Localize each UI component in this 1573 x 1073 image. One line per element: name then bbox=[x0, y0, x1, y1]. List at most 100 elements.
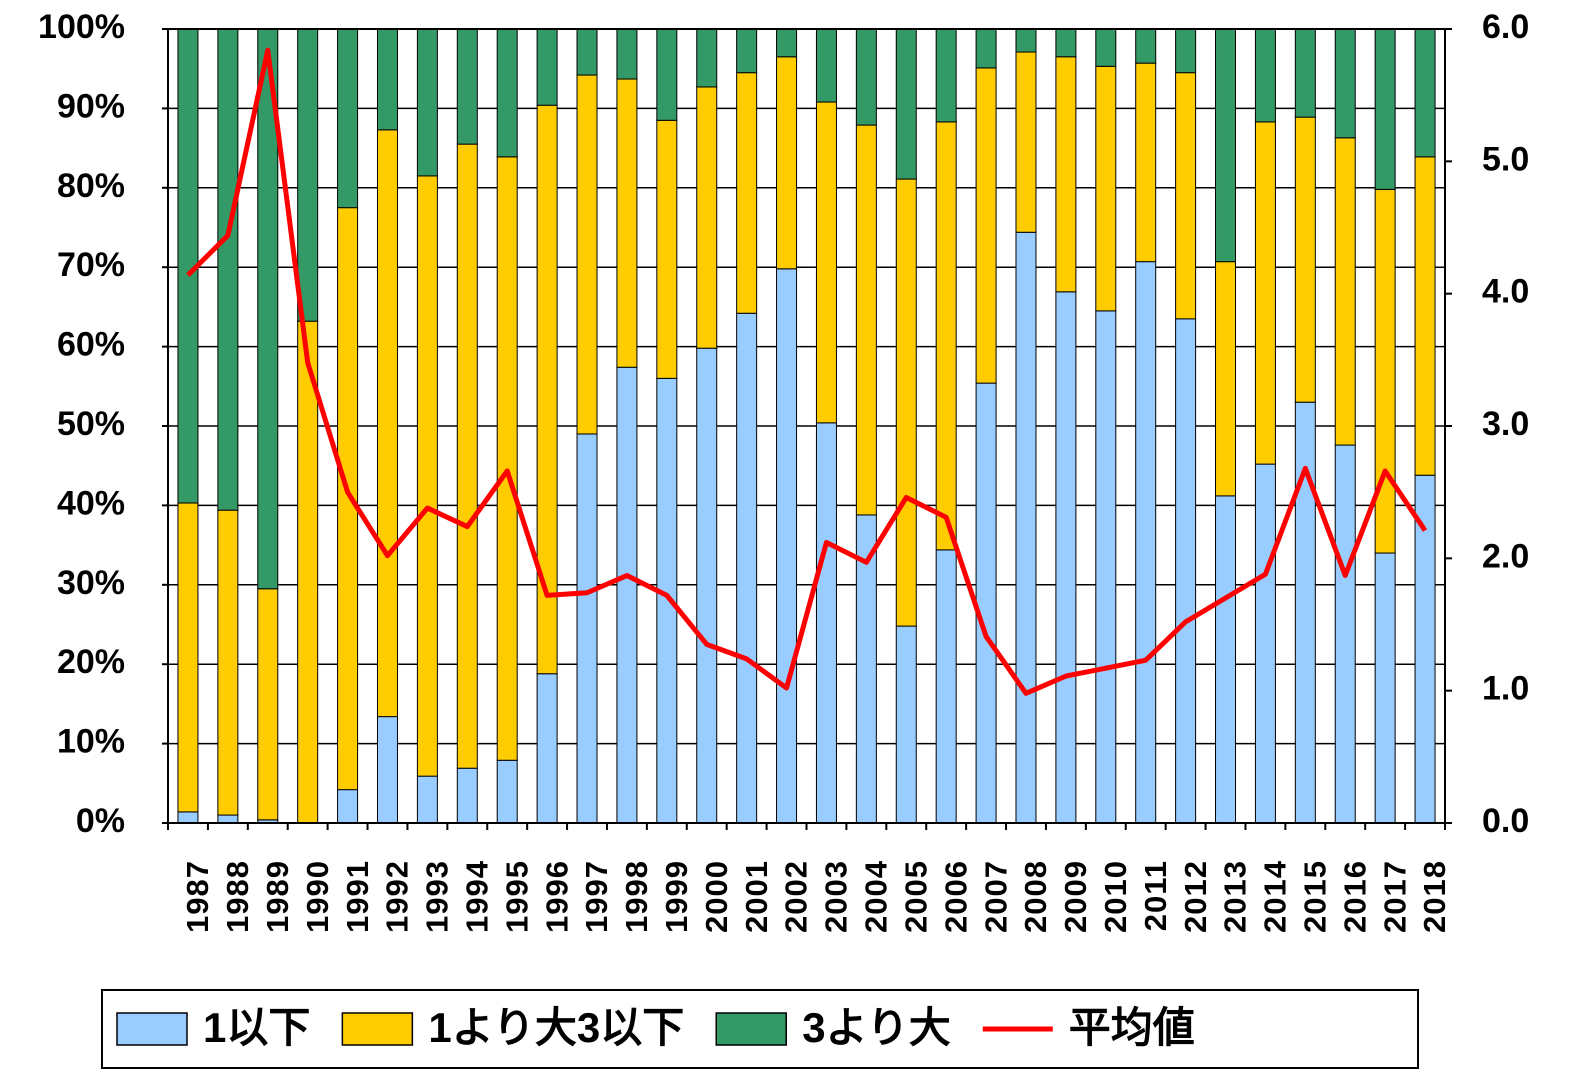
y-tick-label: 70% bbox=[57, 246, 125, 284]
legend-label: 3より大 bbox=[802, 1004, 951, 1051]
x-tick-label: 2013 bbox=[1218, 860, 1253, 933]
bar-segment bbox=[895, 625, 917, 824]
bar-segment bbox=[1254, 28, 1276, 123]
bar-segment bbox=[536, 28, 558, 106]
bar-segment bbox=[1215, 261, 1237, 497]
bar-segment bbox=[975, 67, 997, 384]
x-tick-label: 2007 bbox=[978, 860, 1013, 933]
bar-segment bbox=[696, 347, 718, 824]
bar-segment bbox=[1015, 28, 1037, 53]
bar-segment bbox=[776, 56, 798, 270]
bar-segment bbox=[456, 767, 478, 824]
bar-segment bbox=[616, 366, 638, 824]
bar-segment bbox=[1055, 291, 1077, 824]
x-tick-label: 1990 bbox=[300, 860, 335, 933]
bar-segment bbox=[456, 143, 478, 769]
bar-segment bbox=[1294, 116, 1316, 403]
plot-border bbox=[167, 28, 1446, 824]
y-tick-label: 30% bbox=[57, 564, 125, 602]
x-tick-label: 2017 bbox=[1377, 860, 1412, 933]
x-tick-label: 1987 bbox=[180, 860, 215, 933]
x-tick-label: 1998 bbox=[619, 860, 654, 933]
y2-tick-label: 6.0 bbox=[1482, 8, 1529, 46]
y-tick-label: 100% bbox=[38, 8, 125, 46]
bar-segment bbox=[736, 312, 758, 824]
bar-segment bbox=[736, 28, 758, 74]
x-tick-label: 1988 bbox=[220, 860, 255, 933]
x-tick-label: 2010 bbox=[1098, 860, 1133, 933]
bar-segment bbox=[1294, 28, 1316, 118]
bar-segment bbox=[1055, 56, 1077, 293]
x-tick-label: 2014 bbox=[1258, 860, 1293, 933]
bar-segment bbox=[935, 121, 957, 551]
bar-segment bbox=[337, 28, 359, 209]
bar-segment bbox=[975, 382, 997, 824]
bar-segment bbox=[1254, 463, 1276, 824]
bar-segment bbox=[1294, 401, 1316, 824]
bar-segment bbox=[496, 28, 518, 158]
bar-segment bbox=[776, 28, 798, 58]
bar-segment bbox=[297, 28, 319, 322]
x-tick-label: 1996 bbox=[539, 860, 574, 933]
bar-segment bbox=[1095, 310, 1117, 824]
bar-segment bbox=[1095, 65, 1117, 312]
bar-segment bbox=[1175, 318, 1197, 824]
bar-segment bbox=[376, 129, 398, 718]
bar-segment bbox=[776, 268, 798, 824]
x-tick-label: 1995 bbox=[499, 860, 534, 933]
y2-tick-label: 3.0 bbox=[1482, 405, 1529, 443]
bar-segment bbox=[656, 28, 678, 121]
x-tick-label: 2000 bbox=[699, 860, 734, 933]
bar-segment bbox=[177, 502, 199, 813]
bar-segment bbox=[815, 28, 837, 103]
bar-segment bbox=[656, 119, 678, 379]
x-tick-label: 2018 bbox=[1417, 860, 1452, 933]
bar-segment bbox=[855, 124, 877, 516]
bar-segment bbox=[1334, 28, 1356, 139]
x-tick-label: 1991 bbox=[340, 860, 375, 933]
x-tick-label: 2008 bbox=[1018, 860, 1053, 933]
x-tick-label: 1992 bbox=[380, 860, 415, 933]
y-tick-label: 80% bbox=[57, 167, 125, 205]
bar-segment bbox=[895, 178, 917, 627]
legend-label: 平均値 bbox=[1069, 1004, 1195, 1051]
bar-segment bbox=[1215, 495, 1237, 824]
bar-segment bbox=[576, 74, 598, 435]
bar-segment bbox=[1215, 28, 1237, 263]
bar-segment bbox=[297, 320, 319, 824]
bar-segment bbox=[1334, 444, 1356, 824]
bar-segment bbox=[1135, 261, 1157, 824]
bar-segment bbox=[696, 28, 718, 88]
bar-segment bbox=[895, 28, 917, 180]
bar-segment bbox=[576, 28, 598, 76]
legend-swatch bbox=[341, 1012, 414, 1046]
bar-segment bbox=[1015, 51, 1037, 233]
bar-segment bbox=[376, 716, 398, 824]
bar-segment bbox=[815, 422, 837, 824]
y2-tick-label: 0.0 bbox=[1482, 802, 1529, 840]
bar-segment bbox=[696, 86, 718, 349]
bar-segment bbox=[935, 549, 957, 824]
bar-segment bbox=[1015, 231, 1037, 824]
x-tick-label: 1994 bbox=[459, 860, 494, 933]
y-tick-label: 0% bbox=[76, 802, 125, 840]
bar-segment bbox=[416, 175, 438, 777]
bar-segment bbox=[376, 28, 398, 131]
bar-segment bbox=[736, 72, 758, 314]
x-tick-label: 2004 bbox=[859, 860, 894, 933]
line-series bbox=[186, 47, 1428, 696]
bar-segment bbox=[1414, 156, 1436, 476]
bar-segment bbox=[1374, 188, 1396, 554]
x-tick-label: 1997 bbox=[579, 860, 614, 933]
x-tick-label: 1993 bbox=[420, 860, 455, 933]
x-tick-label: 2003 bbox=[819, 860, 854, 933]
bar-segment bbox=[855, 28, 877, 126]
legend-label: 1より大3以下 bbox=[428, 1004, 684, 1051]
y2-tick-label: 1.0 bbox=[1482, 670, 1529, 708]
bar-segment bbox=[217, 28, 239, 511]
bar-segment bbox=[1055, 28, 1077, 58]
y-tick-label: 20% bbox=[57, 643, 125, 681]
x-tick-label: 2001 bbox=[739, 860, 774, 933]
bar-segment bbox=[616, 28, 638, 80]
